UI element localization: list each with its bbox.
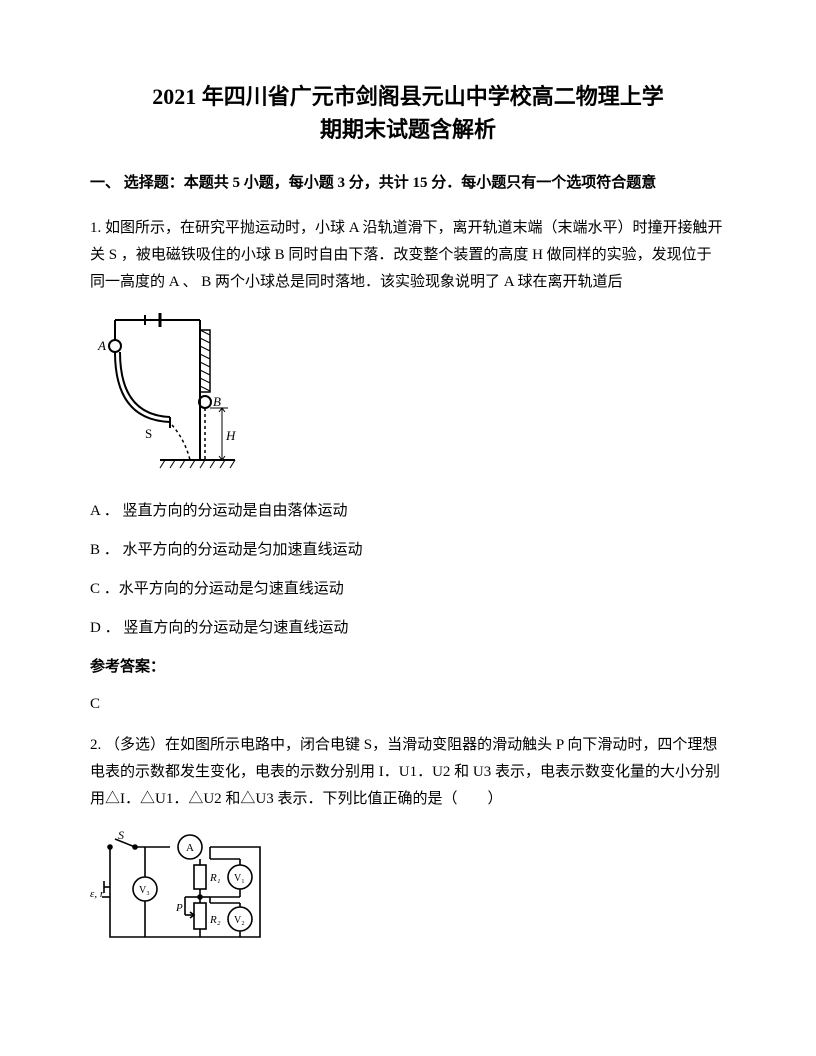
figure-2: S A R₁ R₂ V₁ V₂ V₃ ε, r P xyxy=(90,827,726,957)
svg-text:V₂: V₂ xyxy=(234,915,245,926)
svg-text:P: P xyxy=(175,902,183,914)
svg-text:H: H xyxy=(225,428,236,443)
svg-text:V₁: V₁ xyxy=(234,873,245,884)
question-1-stem: 1. 如图所示，在研究平抛运动时，小球 A 沿轨道滑下，离开轨道末端（末端水平）… xyxy=(90,215,726,296)
svg-text:R₂: R₂ xyxy=(209,914,221,926)
title-line-1: 2021 年四川省广元市剑阁县元山中学校高二物理上学 xyxy=(90,80,726,113)
svg-text:A: A xyxy=(97,338,106,353)
svg-text:ε, r: ε, r xyxy=(90,888,105,900)
svg-text:R₁: R₁ xyxy=(209,872,221,884)
svg-text:S: S xyxy=(118,828,124,842)
answer-label: 参考答案： xyxy=(90,654,726,681)
q1-option-a: A ． 竖直方向的分运动是自由落体运动 xyxy=(90,498,726,525)
circuit-diagram: S A R₁ R₂ V₁ V₂ V₃ ε, r P xyxy=(90,827,280,957)
title-line-2: 期期末试题含解析 xyxy=(90,113,726,146)
svg-text:B: B xyxy=(213,394,221,409)
q1-option-d: D ． 竖直方向的分运动是匀速直线运动 xyxy=(90,615,726,642)
section-header: 一、 选择题：本题共 5 小题，每小题 3 分，共计 15 分．每小题只有一个选… xyxy=(90,170,726,197)
svg-text:S: S xyxy=(145,426,152,441)
svg-text:A: A xyxy=(186,842,194,854)
svg-text:V₃: V₃ xyxy=(139,885,150,896)
q1-option-c: C ．水平方向的分运动是匀速直线运动 xyxy=(90,576,726,603)
exam-title: 2021 年四川省广元市剑阁县元山中学校高二物理上学 期期末试题含解析 xyxy=(90,80,726,146)
q1-option-b: B ． 水平方向的分运动是匀加速直线运动 xyxy=(90,537,726,564)
question-2-stem: 2. （多选）在如图所示电路中，闭合电键 S，当滑动变阻器的滑动触头 P 向下滑… xyxy=(90,732,726,813)
q1-answer: C xyxy=(90,691,726,718)
figure-1: A S B H xyxy=(90,310,726,480)
projectile-apparatus-diagram: A S B H xyxy=(90,310,240,480)
